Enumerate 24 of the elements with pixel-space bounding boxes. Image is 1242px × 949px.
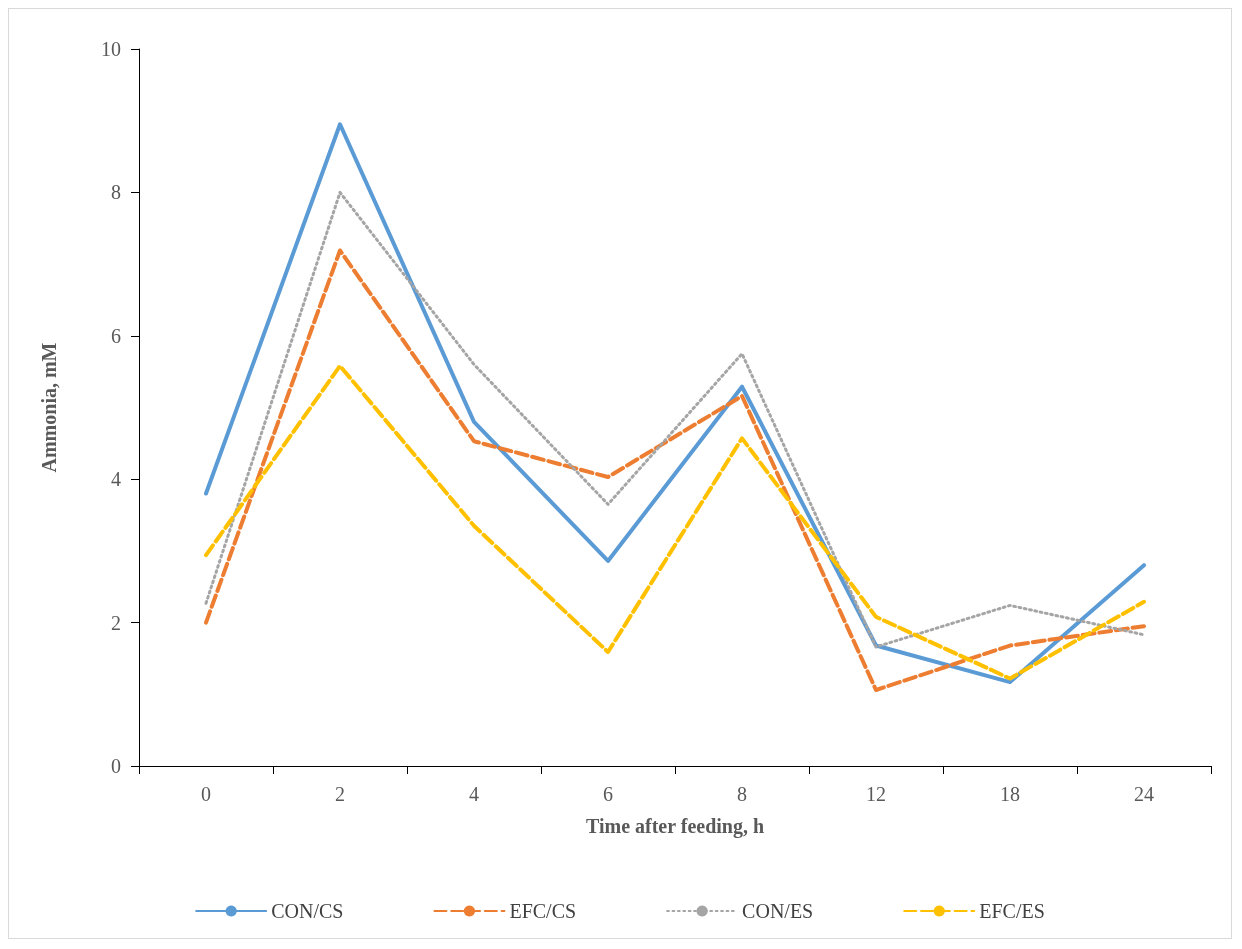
x-tick-label: 18 [1000,783,1020,805]
y-tick-label: 10 [101,38,121,60]
x-tick-label: 24 [1134,783,1154,805]
x-tick-label: 8 [737,783,747,805]
y-tick-label: 2 [111,611,121,634]
line-series [204,248,1146,692]
x-tick-label: 2 [335,783,345,805]
y-tick-label: 0 [111,755,121,777]
y-tick-label: 8 [111,181,121,204]
legend-label: CON/ES [742,900,814,922]
x-tick-label: 0 [201,783,211,805]
y-tick-label: 4 [111,468,121,491]
x-tick-label: 6 [603,783,613,805]
line-series [204,363,1146,681]
legend-label: EFC/CS [509,900,577,922]
x-tick-label: 4 [469,783,479,805]
line-series [204,190,1146,649]
line-series [204,122,1146,685]
y-axis-title: Ammonia, mM [38,342,60,473]
legend-label: EFC/ES [979,900,1045,922]
legend-label: CON/CS [271,900,344,922]
x-axis-title: Time after feeding, h [585,815,765,838]
x-tick-label: 12 [866,783,886,805]
y-tick-label: 6 [111,324,121,347]
